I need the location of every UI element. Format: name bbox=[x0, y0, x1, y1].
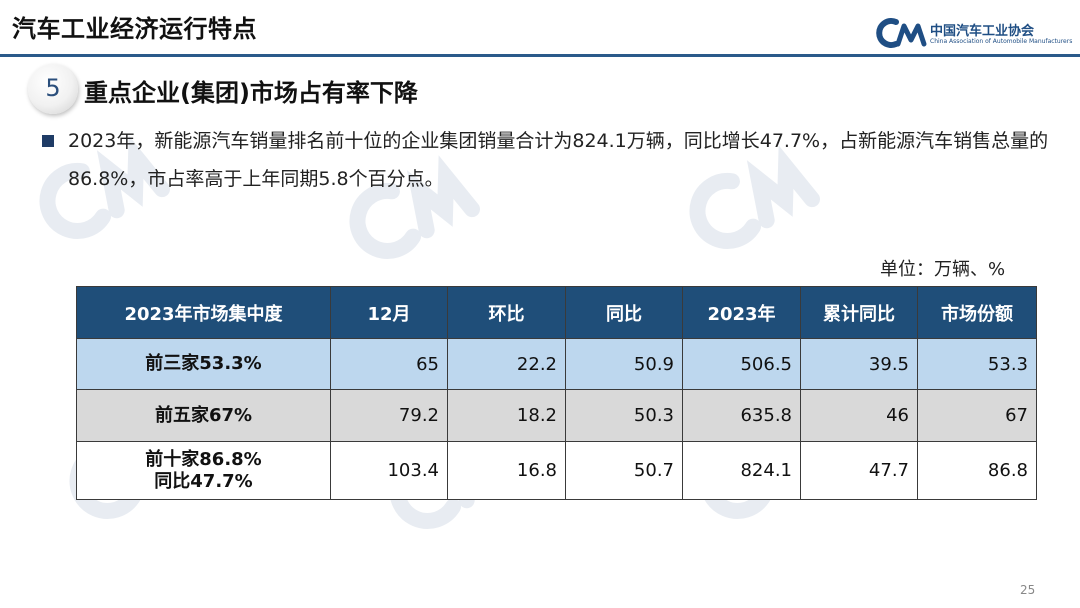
section-number: 5 bbox=[45, 74, 61, 102]
table-cell: 16.8 bbox=[447, 441, 566, 500]
header-divider bbox=[0, 54, 1080, 57]
table-cell: 79.2 bbox=[330, 389, 448, 442]
section-title: 重点企业(集团)市场占有率下降 bbox=[84, 79, 418, 107]
table-cell: 506.5 bbox=[682, 338, 801, 390]
logo-english-name: China Association of Automobile Manufact… bbox=[930, 38, 1073, 45]
table-cell: 53.3 bbox=[917, 338, 1037, 390]
row-label: 前三家53.3% bbox=[76, 338, 331, 390]
table-cell: 50.9 bbox=[565, 338, 683, 390]
slide-header: 汽车工业经济运行特点 中国汽车工业协会 China Association of… bbox=[0, 0, 1080, 58]
table-cell: 86.8 bbox=[917, 441, 1037, 500]
table-row: 前三家53.3% 65 22.2 50.9 506.5 39.5 53.3 bbox=[76, 338, 1037, 390]
column-header: 2023年 bbox=[682, 286, 801, 339]
table-cell: 65 bbox=[330, 338, 448, 390]
table-cell: 18.2 bbox=[447, 389, 566, 442]
row-label-line1: 前十家86.8% bbox=[145, 448, 262, 470]
table-row: 前五家67% 79.2 18.2 50.3 635.8 46 67 bbox=[76, 389, 1037, 442]
bullet-square-icon bbox=[42, 135, 54, 147]
column-header: 环比 bbox=[447, 286, 566, 339]
column-header: 2023年市场集中度 bbox=[76, 286, 331, 339]
bullet-text: 2023年，新能源汽车销量排名前十位的企业集团销量合计为824.1万辆，同比增长… bbox=[68, 130, 1049, 190]
table-cell: 824.1 bbox=[682, 441, 801, 500]
table-cell: 50.3 bbox=[565, 389, 683, 442]
row-label-line2: 同比47.7% bbox=[154, 470, 253, 492]
table-cell: 635.8 bbox=[682, 389, 801, 442]
column-header: 同比 bbox=[565, 286, 683, 339]
page-number: 25 bbox=[1020, 583, 1036, 597]
slide-title: 汽车工业经济运行特点 bbox=[12, 15, 257, 43]
table-cell: 39.5 bbox=[800, 338, 918, 390]
concentration-table: 2023年市场集中度 12月 环比 同比 2023年 累计同比 市场份额 前三家… bbox=[76, 286, 1037, 500]
column-header: 市场份额 bbox=[917, 286, 1037, 339]
table-cell: 47.7 bbox=[800, 441, 918, 500]
column-header: 累计同比 bbox=[800, 286, 918, 339]
table-cell: 46 bbox=[800, 389, 918, 442]
caam-logo: 中国汽车工业协会 China Association of Automobile… bbox=[874, 18, 1074, 52]
row-label: 前五家67% bbox=[76, 389, 331, 442]
table-cell: 22.2 bbox=[447, 338, 566, 390]
table-row: 前十家86.8% 同比47.7% 103.4 16.8 50.7 824.1 4… bbox=[76, 441, 1037, 500]
unit-label: 单位：万辆、% bbox=[880, 259, 1006, 280]
logo-chinese-name: 中国汽车工业协会 bbox=[930, 24, 1035, 39]
table-header-row: 2023年市场集中度 12月 环比 同比 2023年 累计同比 市场份额 bbox=[76, 286, 1037, 339]
column-header: 12月 bbox=[330, 286, 448, 339]
section-number-badge: 5 bbox=[28, 64, 78, 114]
caam-logo-icon bbox=[876, 18, 927, 48]
row-label: 前十家86.8% 同比47.7% bbox=[76, 441, 331, 500]
table-cell: 103.4 bbox=[330, 441, 448, 500]
table-cell: 50.7 bbox=[565, 441, 683, 500]
table-cell: 67 bbox=[917, 389, 1037, 442]
